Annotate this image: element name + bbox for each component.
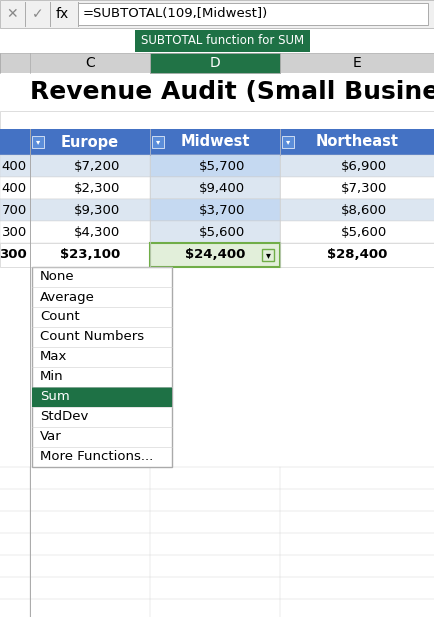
Text: $2,300: $2,300 (73, 181, 120, 194)
Text: ✓: ✓ (32, 7, 44, 21)
Text: Midwest: Midwest (180, 135, 249, 149)
Bar (150, 155, 279, 177)
Text: $6,900: $6,900 (340, 160, 386, 173)
Text: $28,400: $28,400 (326, 249, 386, 262)
Text: $9,300: $9,300 (74, 204, 120, 217)
Text: Revenue Audit (Small Busines: Revenue Audit (Small Busines (30, 80, 434, 104)
Text: $3,700: $3,700 (198, 204, 244, 217)
Text: SUBTOTAL function for SUM: SUBTOTAL function for SUM (141, 35, 303, 48)
Text: $5,700: $5,700 (198, 160, 244, 173)
Text: None: None (40, 270, 75, 283)
Text: Average: Average (40, 291, 95, 304)
Text: $4,300: $4,300 (74, 225, 120, 239)
Text: Northeast: Northeast (315, 135, 398, 149)
Bar (0, 129, 434, 155)
Text: Max: Max (40, 350, 67, 363)
Bar (32, 136, 44, 148)
Bar (0, 467, 434, 617)
Bar (0, 199, 434, 221)
Text: StdDev: StdDev (40, 410, 88, 423)
Bar (261, 249, 273, 261)
Bar (150, 53, 279, 73)
Text: D: D (209, 56, 220, 70)
Text: E: E (352, 56, 361, 70)
Text: More Functions...: More Functions... (40, 450, 153, 463)
Text: $24,400: $24,400 (184, 249, 244, 262)
Bar (0, 0, 434, 28)
Text: $8,600: $8,600 (340, 204, 386, 217)
Text: $7,200: $7,200 (73, 160, 120, 173)
Bar (151, 136, 164, 148)
Bar (150, 221, 279, 243)
Text: ✕: ✕ (6, 7, 18, 21)
Text: fx: fx (55, 7, 69, 21)
Bar (0, 155, 434, 177)
Text: 400: 400 (2, 160, 27, 173)
Text: Sum: Sum (40, 391, 69, 404)
Text: ▾: ▾ (36, 138, 40, 146)
Text: 300: 300 (2, 225, 27, 239)
Bar (0, 73, 434, 111)
Text: C: C (85, 56, 95, 70)
Bar (0, 111, 434, 129)
Bar (135, 30, 309, 52)
Text: Min: Min (40, 370, 63, 384)
Bar (32, 387, 171, 407)
Bar (150, 199, 279, 221)
Bar (0, 221, 434, 243)
Text: ▾: ▾ (285, 138, 289, 146)
Text: ▾: ▾ (155, 138, 160, 146)
Bar (150, 243, 279, 267)
Text: Europe: Europe (61, 135, 119, 149)
Bar (0, 177, 434, 199)
Bar (281, 136, 293, 148)
Text: 700: 700 (2, 204, 27, 217)
Bar (0, 129, 30, 155)
Text: Count: Count (40, 310, 79, 323)
Text: $5,600: $5,600 (340, 225, 386, 239)
Bar (32, 267, 171, 467)
Text: =SUBTOTAL(109,[Midwest]): =SUBTOTAL(109,[Midwest]) (83, 7, 268, 20)
Text: $5,600: $5,600 (198, 225, 244, 239)
Text: 400: 400 (2, 181, 27, 194)
Bar (150, 177, 279, 199)
Text: Count Numbers: Count Numbers (40, 331, 144, 344)
Bar (0, 53, 434, 73)
Text: ▾: ▾ (265, 250, 270, 260)
Text: $23,100: $23,100 (59, 249, 120, 262)
Bar (0, 243, 434, 267)
Text: 300: 300 (0, 249, 27, 262)
Text: $9,400: $9,400 (198, 181, 244, 194)
Text: $7,300: $7,300 (340, 181, 386, 194)
Text: Var: Var (40, 431, 62, 444)
Bar (78, 3, 427, 25)
